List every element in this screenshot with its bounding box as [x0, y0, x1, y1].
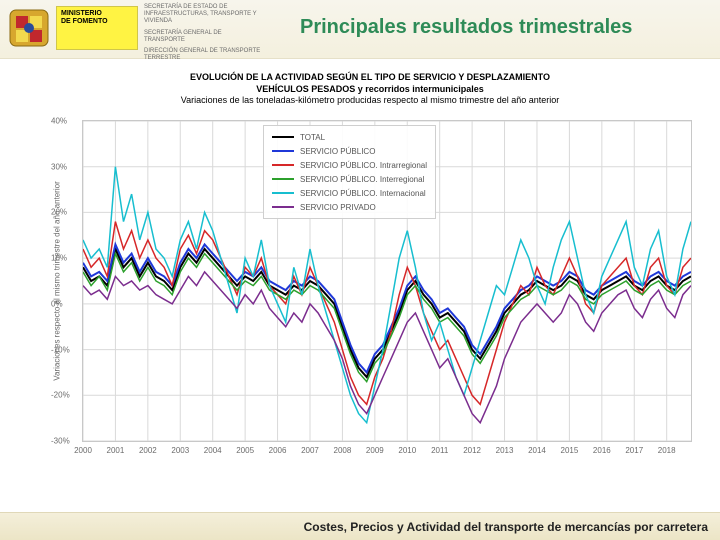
- legend-label: SERVICIO PÚBLICO: [300, 147, 375, 156]
- x-tick: 2014: [528, 446, 546, 455]
- footer-bar: Costes, Precios y Actividad del transpor…: [0, 512, 720, 540]
- x-tick: 2012: [463, 446, 481, 455]
- legend-label: TOTAL: [300, 133, 325, 142]
- y-tick: 10%: [51, 254, 67, 263]
- x-tick: 2000: [74, 446, 92, 455]
- dept-1: SECRETARÍA DE ESTADO DE INFRAESTRUCTURAS…: [144, 4, 264, 27]
- chart-title-2: VEHÍCULOS PESADOS y recorridos intermuni…: [40, 84, 700, 96]
- footer-text: Costes, Precios y Actividad del transpor…: [304, 520, 708, 534]
- x-tick: 2007: [301, 446, 319, 455]
- x-tick: 2015: [560, 446, 578, 455]
- chart-plot-area: Variaciones respecto al mismo trimestre …: [82, 120, 692, 442]
- legend-label: SERVICIO PRIVADO: [300, 203, 376, 212]
- chart-title-3: Variaciones de las toneladas-kilómetro p…: [40, 95, 700, 107]
- x-tick: 2006: [269, 446, 287, 455]
- y-tick: 0%: [51, 299, 63, 308]
- legend-label: SERVICIO PÚBLICO. Interregional: [300, 175, 424, 184]
- y-tick: -10%: [51, 345, 70, 354]
- x-tick: 2001: [107, 446, 125, 455]
- chart-titles: EVOLUCIÓN DE LA ACTIVIDAD SEGÚN EL TIPO …: [40, 72, 700, 107]
- dept-3: DIRECCIÓN GENERAL DE TRANSPORTE TERRESTR…: [144, 48, 264, 63]
- slide: MINISTERIO DE FOMENTO SECRETARÍA DE ESTA…: [0, 0, 720, 540]
- dept-2: SECRETARÍA GENERAL DE TRANSPORTE: [144, 30, 264, 45]
- legend-swatch: [272, 178, 294, 180]
- legend-item: SERVICIO PÚBLICO. Interregional: [272, 172, 427, 186]
- legend-item: TOTAL: [272, 130, 427, 144]
- ministry-box: MINISTERIO DE FOMENTO: [56, 6, 138, 50]
- spain-coat-of-arms-icon: [6, 4, 52, 52]
- chart-title-1: EVOLUCIÓN DE LA ACTIVIDAD SEGÚN EL TIPO …: [40, 72, 700, 84]
- y-tick: -20%: [51, 391, 70, 400]
- y-tick: -30%: [51, 437, 70, 446]
- slide-title: Principales resultados trimestrales: [300, 16, 632, 39]
- legend-swatch: [272, 192, 294, 194]
- legend-item: SERVICIO PÚBLICO: [272, 144, 427, 158]
- x-tick: 2013: [496, 446, 514, 455]
- legend-label: SERVICIO PÚBLICO. Internacional: [300, 189, 426, 198]
- legend-label: SERVICIO PÚBLICO. Intrarregional: [300, 161, 427, 170]
- legend-swatch: [272, 136, 294, 138]
- legend-swatch: [272, 150, 294, 152]
- x-tick: 2002: [139, 446, 157, 455]
- x-tick: 2017: [625, 446, 643, 455]
- departments: SECRETARÍA DE ESTADO DE INFRAESTRUCTURAS…: [144, 4, 264, 66]
- x-tick: 2005: [236, 446, 254, 455]
- legend-item: SERVICIO PÚBLICO. Intrarregional: [272, 158, 427, 172]
- legend-item: SERVICIO PÚBLICO. Internacional: [272, 186, 427, 200]
- x-tick: 2009: [366, 446, 384, 455]
- activity-chart: EVOLUCIÓN DE LA ACTIVIDAD SEGÚN EL TIPO …: [40, 72, 700, 472]
- x-tick: 2016: [593, 446, 611, 455]
- legend-swatch: [272, 164, 294, 166]
- x-tick: 2004: [204, 446, 222, 455]
- legend-swatch: [272, 206, 294, 208]
- x-tick: 2003: [171, 446, 189, 455]
- ministry-line1: MINISTERIO: [61, 10, 102, 17]
- x-tick: 2011: [431, 446, 448, 455]
- x-tick: 2018: [658, 446, 676, 455]
- legend-item: SERVICIO PRIVADO: [272, 200, 427, 214]
- chart-legend: TOTAL SERVICIO PÚBLICO SERVICIO PÚBLICO. I…: [263, 125, 436, 219]
- y-tick: 40%: [51, 117, 67, 126]
- y-tick: 30%: [51, 162, 67, 171]
- y-tick: 20%: [51, 208, 67, 217]
- x-tick: 2010: [398, 446, 416, 455]
- header-strip: MINISTERIO DE FOMENTO SECRETARÍA DE ESTA…: [0, 0, 720, 59]
- x-tick: 2008: [334, 446, 352, 455]
- ministry-line2: DE FOMENTO: [61, 18, 108, 25]
